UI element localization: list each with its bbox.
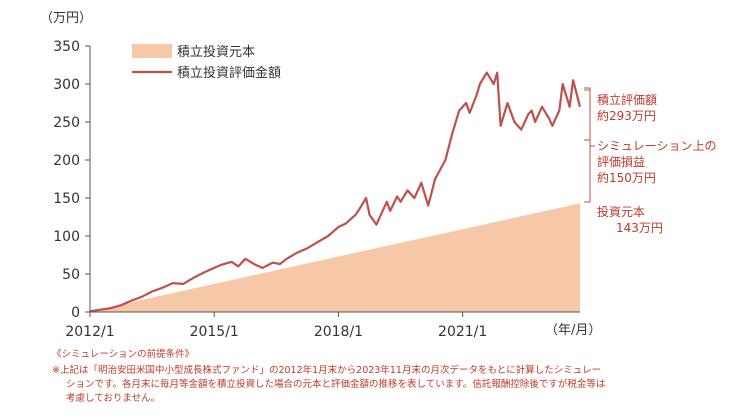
- legend-label-principal: 積立投資元本: [177, 44, 255, 60]
- y-tick-label: 250: [53, 115, 80, 131]
- legend: 積立投資元本 積立投資評価金額: [132, 44, 281, 81]
- notes-line-1: ※上記は「明治安田米国中小型成長株式ファンド」の2012年1月末から2023年1…: [52, 365, 602, 376]
- y-tick-label: 0: [71, 305, 80, 321]
- legend-label-valuation: 積立投資評価金額: [177, 65, 281, 81]
- legend-swatch-principal: [132, 44, 172, 58]
- x-tick-label: 2015/1: [190, 324, 239, 340]
- x-tick-label: 2018/1: [314, 324, 363, 340]
- notes-header: 《シミュレーションの前提条件》: [52, 349, 195, 360]
- bracket-gain: [584, 89, 595, 203]
- valuation-line: [89, 71, 582, 313]
- principal-area: [90, 203, 580, 312]
- x-axis: 2012/1 2015/1 2018/1 2021/1: [65, 312, 487, 340]
- annotation-principal-value: 143万円: [616, 221, 663, 235]
- y-tick-label: 200: [53, 153, 80, 169]
- annotation-valuation-label: 積立評価額: [597, 92, 657, 107]
- y-axis: 0 50 100 150 200 250 300 350: [53, 39, 90, 321]
- y-tick-label: 50: [62, 267, 80, 283]
- notes-line-3: 考慮しておりません。: [66, 393, 161, 404]
- annotation-valuation-value: 約293万円: [597, 108, 656, 123]
- x-tick-label: 2012/1: [65, 324, 114, 340]
- x-unit-label: （年/月）: [545, 323, 601, 338]
- notes-line-2: ションです。各月末に毎月等金額を積立投資した場合の元本と評価金額の推移を表してい…: [66, 379, 606, 390]
- x-tick-label: 2021/1: [438, 324, 487, 340]
- annotation-gain-label-2: 評価損益: [597, 154, 645, 169]
- y-tick-label: 150: [53, 191, 80, 207]
- y-tick-label: 350: [53, 39, 80, 55]
- y-tick-label: 300: [53, 77, 80, 93]
- bracket-valuation: [584, 87, 591, 141]
- y-tick-label: 100: [53, 229, 80, 245]
- annotation-gain-value: 約150万円: [597, 170, 656, 185]
- y-unit-label: （万円）: [40, 11, 92, 26]
- annotation-gain-label-1: シミュレーション上の: [597, 139, 717, 153]
- annotation-principal-label: 投資元本: [597, 204, 645, 219]
